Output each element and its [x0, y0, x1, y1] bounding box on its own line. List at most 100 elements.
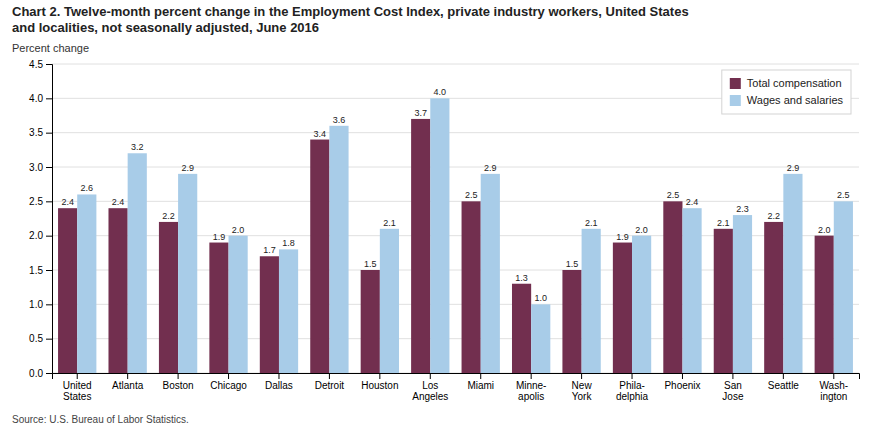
y-tick-label: 2.0 [29, 230, 43, 241]
x-tick-mark [581, 373, 582, 379]
bar [481, 174, 500, 373]
bar [128, 153, 147, 373]
x-tick: Wash-ington [820, 373, 849, 402]
y-tick: 2.0 [29, 230, 52, 241]
bar [380, 229, 399, 373]
x-tick-label: Chicago [210, 380, 247, 391]
x-tick: Atlanta [112, 373, 144, 391]
y-tick-label: 3.0 [29, 162, 43, 173]
data-label: 2.5 [837, 190, 850, 200]
x-tick-mark [682, 373, 683, 379]
y-tick-mark [46, 373, 52, 374]
y-tick: 0.0 [29, 368, 52, 379]
y-tick: 3.5 [29, 127, 52, 138]
bar [159, 222, 178, 373]
x-axis: UnitedStatesAtlantaBostonChicagoDallasDe… [53, 373, 860, 402]
y-tick: 0.5 [29, 333, 52, 344]
y-tick-label: 0.5 [29, 333, 43, 344]
x-tick: UnitedStates [63, 373, 92, 402]
x-tick-label: Phoenix [664, 380, 700, 391]
data-label: 1.3 [515, 273, 528, 283]
y-tick: 1.5 [29, 265, 52, 276]
y-tick: 4.5 [29, 59, 52, 70]
bar [682, 208, 701, 373]
data-label: 1.9 [213, 232, 226, 242]
data-label: 2.0 [818, 225, 831, 235]
data-label: 1.9 [616, 232, 629, 242]
data-label: 2.4 [686, 197, 699, 207]
grid-line [52, 132, 859, 133]
y-tick-mark [46, 236, 52, 237]
x-tick: Phoenix [664, 373, 700, 391]
bar [663, 201, 682, 373]
y-tick-mark [46, 133, 52, 134]
data-label: 2.9 [787, 163, 800, 173]
y-tick-mark [46, 167, 52, 168]
y-tick-label: 1.0 [29, 299, 43, 310]
x-tick-label: Boston [163, 380, 194, 391]
data-label: 3.7 [414, 108, 427, 118]
x-tick-label: SanJose [722, 380, 744, 402]
bar [209, 243, 228, 373]
x-tick: SanJose [722, 373, 744, 402]
y-tick-label: 4.5 [29, 59, 43, 70]
bar [531, 304, 550, 373]
bar [430, 98, 449, 373]
data-label: 2.5 [667, 190, 680, 200]
x-tick: Phila-delphia [616, 373, 649, 402]
data-label: 3.6 [333, 115, 346, 125]
x-tick-label: Dallas [265, 380, 293, 391]
bar [329, 126, 348, 373]
x-tick: Minne-apolis [516, 373, 547, 402]
bar [764, 222, 783, 373]
data-label: 2.0 [232, 225, 245, 235]
legend: Total compensationWages and salaries [722, 70, 851, 114]
grid-line [52, 64, 859, 65]
x-tick-label: Wash-ington [820, 380, 849, 402]
y-axis-label: Percent change [12, 42, 89, 54]
data-label: 2.0 [635, 225, 648, 235]
y-tick-mark [46, 304, 52, 305]
bar [783, 174, 802, 373]
legend-swatch [730, 78, 741, 89]
data-label: 2.4 [112, 197, 125, 207]
bar [815, 236, 834, 373]
x-tick-mark [732, 373, 733, 379]
x-tick: LosAngeles [412, 373, 448, 402]
x-tick-mark [228, 373, 229, 379]
x-tick-mark [278, 373, 279, 379]
bar [714, 229, 733, 373]
y-tick-mark [46, 64, 52, 65]
bar [582, 229, 601, 373]
bar [108, 208, 127, 373]
x-tick: Seattle [768, 373, 800, 391]
x-tick-mark [783, 373, 784, 379]
bar [77, 194, 96, 373]
data-label: 1.5 [566, 259, 579, 269]
bar [310, 140, 329, 373]
x-tick-mark [178, 373, 179, 379]
y-tick: 4.0 [29, 93, 52, 104]
x-tick-label: Miami [467, 380, 494, 391]
bars [58, 98, 853, 373]
annotation: Source: U.S. Bureau of Labor Statistics. [12, 414, 189, 425]
x-tick-mark [127, 373, 128, 379]
bar [512, 284, 531, 373]
y-tick-mark [46, 201, 52, 202]
x-tick: Miami [467, 373, 494, 391]
y-tick-mark [46, 98, 52, 99]
chart: Chart 2. Twelve-month percent change in … [0, 0, 875, 429]
bar [229, 236, 248, 373]
grid [52, 64, 859, 373]
data-label: 2.9 [181, 163, 194, 173]
legend-item: Wages and salaries [730, 94, 844, 106]
bar [411, 119, 430, 373]
plot: 2.42.42.21.91.73.41.53.72.51.31.51.92.52… [29, 59, 859, 402]
y-axis-line [46, 65, 53, 374]
y-tick-mark [46, 339, 52, 340]
grid-line [52, 201, 859, 202]
y-tick: 1.0 [29, 299, 52, 310]
grid-line [52, 167, 859, 168]
y-tick-label: 0.0 [29, 368, 43, 379]
bar [279, 249, 298, 373]
